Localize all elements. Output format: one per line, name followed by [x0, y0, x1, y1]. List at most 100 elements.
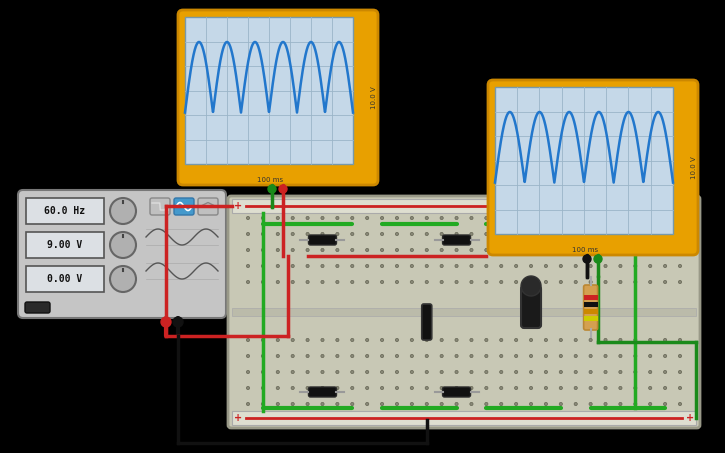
Circle shape: [589, 232, 592, 236]
Circle shape: [679, 248, 682, 251]
Circle shape: [336, 217, 339, 220]
Circle shape: [500, 217, 503, 220]
Circle shape: [515, 354, 518, 357]
Circle shape: [261, 386, 265, 390]
Circle shape: [381, 280, 384, 284]
Circle shape: [649, 232, 652, 236]
Circle shape: [470, 232, 473, 236]
Circle shape: [291, 217, 294, 220]
Circle shape: [425, 217, 428, 220]
Circle shape: [425, 386, 428, 390]
Circle shape: [261, 280, 265, 284]
Circle shape: [604, 386, 607, 390]
Circle shape: [321, 232, 324, 236]
Circle shape: [529, 402, 533, 405]
Text: +: +: [234, 201, 242, 211]
Circle shape: [425, 280, 428, 284]
Circle shape: [559, 386, 563, 390]
Circle shape: [515, 386, 518, 390]
Circle shape: [500, 265, 503, 268]
Text: 60.0 Hz: 60.0 Hz: [44, 206, 86, 216]
Circle shape: [559, 232, 563, 236]
FancyBboxPatch shape: [198, 198, 218, 215]
Circle shape: [365, 265, 369, 268]
FancyBboxPatch shape: [488, 80, 698, 255]
Circle shape: [440, 265, 443, 268]
Circle shape: [544, 280, 547, 284]
Circle shape: [291, 232, 294, 236]
Circle shape: [583, 255, 591, 263]
Circle shape: [306, 402, 309, 405]
Circle shape: [321, 265, 324, 268]
Circle shape: [589, 280, 592, 284]
Circle shape: [634, 386, 637, 390]
Circle shape: [515, 338, 518, 342]
Circle shape: [634, 265, 637, 268]
Bar: [584, 295, 597, 300]
Circle shape: [261, 232, 265, 236]
Circle shape: [649, 402, 652, 405]
Circle shape: [455, 280, 458, 284]
FancyBboxPatch shape: [442, 235, 471, 245]
Circle shape: [559, 265, 563, 268]
Circle shape: [351, 232, 354, 236]
Circle shape: [515, 280, 518, 284]
Circle shape: [321, 248, 324, 251]
Circle shape: [470, 265, 473, 268]
Circle shape: [470, 354, 473, 357]
Circle shape: [276, 217, 279, 220]
Circle shape: [455, 265, 458, 268]
Circle shape: [574, 265, 577, 268]
Circle shape: [381, 232, 384, 236]
Circle shape: [485, 402, 488, 405]
Bar: [26, 198, 104, 224]
Circle shape: [619, 248, 622, 251]
Circle shape: [500, 232, 503, 236]
Circle shape: [470, 386, 473, 390]
Circle shape: [544, 354, 547, 357]
Circle shape: [410, 402, 413, 405]
Circle shape: [515, 248, 518, 251]
Circle shape: [529, 354, 533, 357]
Circle shape: [544, 386, 547, 390]
Circle shape: [351, 280, 354, 284]
Circle shape: [110, 266, 136, 292]
Circle shape: [365, 354, 369, 357]
Circle shape: [574, 232, 577, 236]
Circle shape: [365, 338, 369, 342]
FancyBboxPatch shape: [18, 190, 226, 318]
FancyBboxPatch shape: [150, 198, 170, 215]
Circle shape: [529, 386, 533, 390]
Circle shape: [559, 280, 563, 284]
Circle shape: [276, 232, 279, 236]
Circle shape: [306, 265, 309, 268]
Circle shape: [276, 280, 279, 284]
Circle shape: [247, 386, 249, 390]
Circle shape: [574, 280, 577, 284]
FancyBboxPatch shape: [422, 304, 432, 340]
Circle shape: [381, 354, 384, 357]
Circle shape: [559, 371, 563, 374]
Circle shape: [559, 402, 563, 405]
FancyBboxPatch shape: [521, 286, 541, 328]
Circle shape: [440, 232, 443, 236]
Circle shape: [291, 248, 294, 251]
Circle shape: [291, 338, 294, 342]
Circle shape: [529, 280, 533, 284]
Circle shape: [470, 338, 473, 342]
Circle shape: [321, 217, 324, 220]
Circle shape: [410, 217, 413, 220]
Circle shape: [440, 217, 443, 220]
Text: 100 ms: 100 ms: [257, 177, 283, 183]
Circle shape: [291, 386, 294, 390]
Circle shape: [559, 248, 563, 251]
Circle shape: [425, 232, 428, 236]
Bar: [26, 266, 104, 292]
Text: 9.00 V: 9.00 V: [47, 240, 83, 250]
Circle shape: [649, 354, 652, 357]
Circle shape: [381, 265, 384, 268]
Circle shape: [410, 248, 413, 251]
Text: 10.0 V: 10.0 V: [371, 86, 377, 109]
Circle shape: [276, 371, 279, 374]
Bar: [232, 411, 696, 425]
